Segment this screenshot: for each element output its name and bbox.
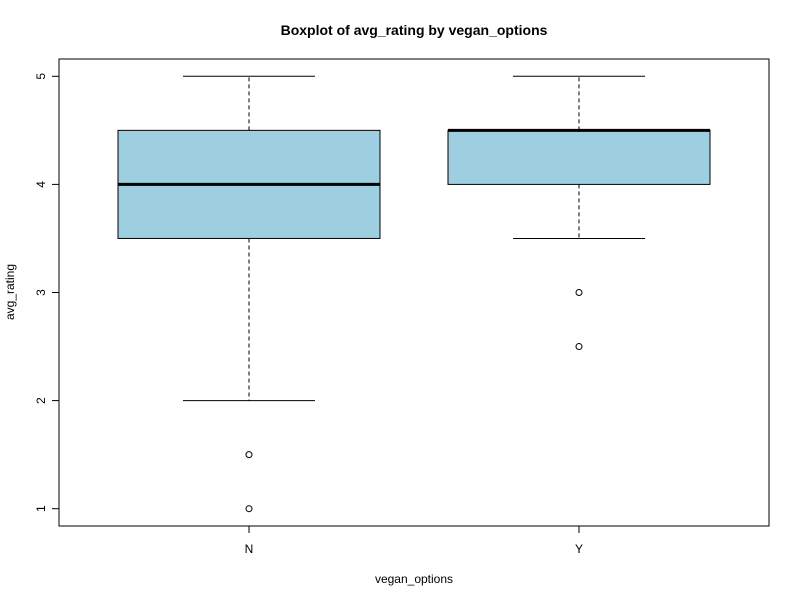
y-tick-label-3: 3 (34, 289, 48, 296)
plot-marks (117, 75, 711, 513)
y-tick-label-4: 4 (34, 181, 48, 188)
x-axis-label: vegan_options (375, 572, 453, 586)
box-y (447, 129, 711, 185)
x-tick-label-n: N (245, 542, 254, 556)
y-tick-label-1: 1 (34, 505, 48, 512)
y-tick-label-2: 2 (34, 397, 48, 404)
outlier-point-y-0 (575, 289, 583, 296)
outlier-point-n-0 (245, 451, 253, 459)
y-axis-label: avg_rating (3, 264, 17, 320)
outlier-point-y-1 (575, 343, 583, 351)
x-tick-label-y: Y (575, 542, 583, 556)
y-tick-label-5: 5 (34, 73, 48, 80)
y-axis: 1 2 3 4 5 (34, 73, 59, 512)
outlier-point-n-1 (245, 505, 253, 513)
chart-title: Boxplot of avg_rating by vegan_options (281, 22, 548, 38)
